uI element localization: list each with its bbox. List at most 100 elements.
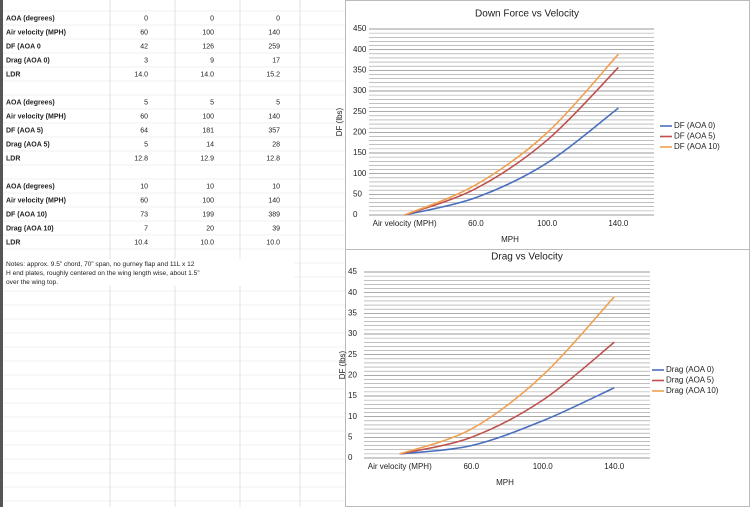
row-label: Air velocity (MPH) [6, 197, 66, 204]
cell-value: 28 [272, 141, 280, 148]
y-tick-label: 35 [348, 308, 357, 317]
cell-value: 7 [144, 225, 148, 232]
x-tick-label: 100.0 [537, 219, 558, 228]
y-tick-label: 15 [348, 391, 357, 400]
series-line [399, 387, 615, 455]
cell-value: 0 [144, 15, 148, 22]
row-label: LDR [6, 71, 20, 78]
y-tick-label: 250 [353, 107, 367, 116]
y-tick-label: 0 [353, 210, 358, 219]
chart-frame [345, 0, 750, 253]
legend-label: DF (AOA 10) [674, 142, 720, 151]
cell-value: 5 [276, 99, 280, 106]
series-line [404, 53, 619, 216]
series-line [399, 296, 615, 455]
x-tick-label: 60.0 [463, 462, 479, 471]
row-label: Drag (AOA 5) [6, 141, 50, 148]
notes-bg [4, 277, 294, 286]
cell-value: 126 [202, 43, 214, 50]
cell-value: 140 [268, 197, 280, 204]
cell-value: 181 [202, 127, 214, 134]
cell-value: 12.8 [266, 155, 280, 162]
cell-value: 0 [276, 15, 280, 22]
cell-value: 10 [140, 183, 148, 190]
y-tick-label: 25 [348, 350, 357, 359]
cell-value: 10 [272, 183, 280, 190]
legend-label: Drag (AOA 5) [666, 376, 714, 385]
notes-bg [4, 268, 294, 277]
cell-value: 100 [202, 29, 214, 36]
cell-value: 140 [268, 113, 280, 120]
x-tick-label: Air velocity (MPH) [368, 462, 432, 471]
series-line [404, 66, 619, 216]
cell-value: 14 [206, 141, 214, 148]
x-tick-label: 140.0 [604, 462, 625, 471]
row-label: LDR [6, 239, 20, 246]
cell-value: 389 [268, 211, 280, 218]
legend-label: Drag (AOA 10) [666, 386, 719, 395]
y-tick-label: 30 [348, 329, 357, 338]
charts: Down Force vs Velocity050100150200250300… [335, 0, 750, 507]
row-label: AOA (degrees) [6, 183, 55, 190]
cell-value: 5 [144, 99, 148, 106]
row-label: AOA (degrees) [6, 15, 55, 22]
cell-value: 3 [144, 57, 148, 64]
cell-value: 5 [210, 99, 214, 106]
note-line: Notes: approx. 9.5” chord, 70” span, no … [6, 261, 195, 268]
y-tick-label: 40 [348, 288, 357, 297]
row-label: AOA (degrees) [6, 99, 55, 106]
x-tick-label: 140.0 [608, 219, 629, 228]
note-line: over the wing top. [6, 279, 58, 286]
row-label: Air velocity (MPH) [6, 29, 66, 36]
cell-value: 73 [140, 211, 148, 218]
x-tick-label: 100.0 [533, 462, 554, 471]
cell-value: 15.2 [266, 71, 280, 78]
cell-value: 100 [202, 113, 214, 120]
notes-bg [4, 259, 294, 268]
y-tick-label: 20 [348, 370, 357, 379]
series-line [399, 341, 615, 455]
x-axis-label: MPH [501, 235, 519, 244]
legend-label: DF (AOA 0) [674, 121, 716, 130]
row-label: DF (AOA 5) [6, 127, 43, 134]
y-tick-label: 50 [353, 189, 362, 198]
cell-value: 64 [140, 127, 148, 134]
row-label: Drag (AOA 0) [6, 57, 50, 64]
y-tick-label: 200 [353, 127, 367, 136]
cell-value: 10.0 [200, 239, 214, 246]
y-tick-label: 45 [348, 267, 357, 276]
y-tick-label: 0 [348, 453, 353, 462]
cell-value: 10.0 [266, 239, 280, 246]
cell-value: 10 [206, 183, 214, 190]
y-axis-label: DF (lbs) [338, 350, 347, 379]
row-label: DF (AOA 10) [6, 211, 47, 218]
y-tick-label: 150 [353, 148, 367, 157]
y-tick-label: 350 [353, 65, 367, 74]
cell-value: 9 [210, 57, 214, 64]
cell-value: 199 [202, 211, 214, 218]
row-label: LDR [6, 155, 20, 162]
chart-title: Down Force vs Velocity [475, 9, 579, 20]
sheet-cells: AOA (degrees) 0 0 0 Air velocity (MPH) 60 100 1… [4, 15, 294, 286]
x-tick-label: Air velocity (MPH) [373, 219, 437, 228]
row-label: Air velocity (MPH) [6, 113, 66, 120]
cell-value: 60 [140, 113, 148, 120]
y-tick-label: 400 [353, 45, 367, 54]
cell-value: 14.0 [134, 71, 148, 78]
cell-value: 60 [140, 29, 148, 36]
x-tick-label: 60.0 [468, 219, 484, 228]
row-label: DF (AOA 0 [6, 43, 41, 50]
cell-value: 5 [144, 141, 148, 148]
chart-title: Drag vs Velocity [491, 252, 563, 263]
y-tick-label: 10 [348, 412, 357, 421]
chart: Drag vs Velocity 0 5 10 15 20 25 30 35 40 45 DF (lb… [338, 249, 750, 507]
cell-value: 259 [268, 43, 280, 50]
y-tick-label: 5 [348, 432, 353, 441]
y-tick-label: 100 [353, 169, 367, 178]
row-label: Drag (AOA 10) [6, 225, 54, 232]
cell-value: 60 [140, 197, 148, 204]
legend-label: DF (AOA 5) [674, 132, 716, 141]
note-line: H end plates, roughly centered on the wi… [6, 270, 200, 277]
cell-value: 140 [268, 29, 280, 36]
cell-value: 42 [140, 43, 148, 50]
